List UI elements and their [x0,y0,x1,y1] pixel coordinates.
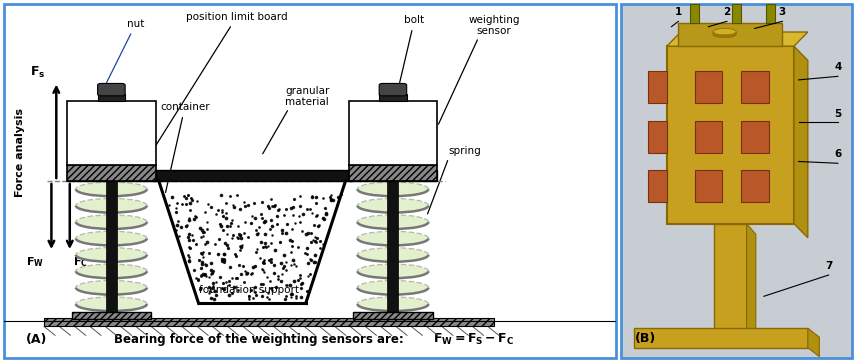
Ellipse shape [76,264,147,278]
Ellipse shape [358,297,428,311]
Ellipse shape [76,297,147,311]
Ellipse shape [358,199,428,212]
Text: container: container [160,102,210,193]
Polygon shape [808,328,819,357]
Bar [694,171,722,202]
Text: Force analysis: Force analysis [15,108,25,197]
Bar [67,101,156,165]
Bar [678,23,782,46]
Text: Bearing force of the weighting sensors are:: Bearing force of the weighting sensors a… [115,333,404,346]
Bar [72,312,152,319]
Bar [648,171,667,202]
Ellipse shape [713,29,736,35]
Ellipse shape [713,31,736,38]
Bar [690,4,699,23]
Polygon shape [794,46,808,238]
Text: granular: granular [285,86,330,96]
Polygon shape [746,224,756,341]
Text: 1: 1 [675,8,682,17]
Bar [67,165,156,181]
Text: (B): (B) [634,332,656,345]
Ellipse shape [76,248,147,262]
Ellipse shape [713,30,736,37]
Ellipse shape [713,30,736,36]
Bar [732,4,740,23]
Ellipse shape [358,231,428,245]
Text: spring: spring [448,146,481,156]
Text: 5: 5 [835,109,841,119]
Ellipse shape [76,231,147,245]
Bar [379,94,407,101]
Bar [648,121,667,153]
Text: 3: 3 [779,8,786,17]
Text: position limit board: position limit board [145,12,288,163]
Bar [648,71,667,103]
Text: material: material [285,97,329,107]
Bar [348,165,437,181]
Bar [354,312,432,319]
Bar [740,121,769,153]
Ellipse shape [76,281,147,295]
Bar [67,171,156,181]
Bar [98,94,125,101]
Text: 4: 4 [834,63,841,72]
Bar [694,71,722,103]
Text: $\mathbf{F_C}$: $\mathbf{F_C}$ [73,256,87,269]
Bar [106,155,117,314]
Text: 2: 2 [723,8,730,17]
Ellipse shape [76,199,147,212]
Ellipse shape [358,215,428,229]
Bar [44,317,494,327]
Ellipse shape [358,182,428,196]
Text: 6: 6 [835,150,841,159]
Text: $\mathbf{F_s}$: $\mathbf{F_s}$ [30,65,45,80]
Bar [694,121,722,153]
Bar [348,101,437,165]
Text: $\mathbf{F_W = F_S - F_C}$: $\mathbf{F_W = F_S - F_C}$ [432,332,514,347]
Bar [740,171,769,202]
Text: bolt: bolt [400,15,425,83]
Ellipse shape [358,248,428,262]
Bar [152,171,352,181]
Bar [388,155,398,314]
Text: $\mathbf{F_W}$: $\mathbf{F_W}$ [26,256,44,269]
Ellipse shape [76,182,147,196]
Bar [740,71,769,103]
Bar [766,4,776,23]
Polygon shape [667,32,808,46]
Text: 7: 7 [825,261,832,271]
Bar [667,46,794,224]
Bar [714,224,746,330]
FancyBboxPatch shape [98,83,125,96]
Bar [634,328,808,348]
Text: foundation support: foundation support [199,285,299,295]
Text: (A): (A) [26,333,47,346]
Text: sensor: sensor [477,26,511,36]
FancyBboxPatch shape [379,83,407,96]
Ellipse shape [358,281,428,295]
Ellipse shape [713,29,736,35]
Ellipse shape [76,215,147,229]
Bar [348,171,437,181]
Text: nut: nut [106,19,145,83]
Ellipse shape [358,264,428,278]
Text: weighting: weighting [468,15,520,25]
